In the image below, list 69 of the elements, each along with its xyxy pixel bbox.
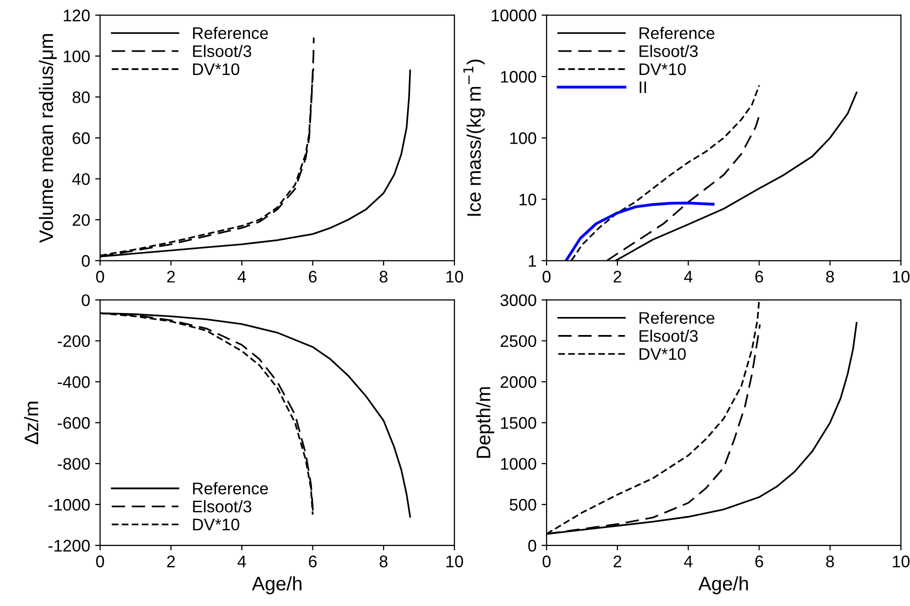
y-tick-label: 2000 <box>500 376 536 388</box>
x-tick-label: 2 <box>614 556 622 568</box>
y-tick-label: -800 <box>58 458 90 470</box>
x-tick-label: 10 <box>892 556 910 568</box>
legend-label: DV*10 <box>193 518 240 530</box>
legend-label: Reference <box>640 312 714 324</box>
y-tick-label: -1000 <box>48 498 90 511</box>
x-tick-label: 6 <box>308 270 317 283</box>
legend-label: Elsoot/3 <box>640 44 698 58</box>
x-tick-label: 2 <box>167 270 175 282</box>
y-tick-label: -400 <box>58 376 90 388</box>
y-tick-label: 10 <box>520 194 536 206</box>
y-tick-label: 100 <box>64 50 90 62</box>
y-tick-label: 0 <box>528 540 536 552</box>
x-tick-label: 2 <box>167 556 175 568</box>
x-axis-title: Age/h <box>252 576 302 594</box>
y-tick-label: 3000 <box>500 294 536 306</box>
y-tick-label: 2500 <box>500 335 536 348</box>
y-tick-label: 80 <box>72 91 90 104</box>
y-tick-label: 1000 <box>501 70 536 83</box>
x-tick-label: 10 <box>446 556 464 568</box>
x-tick-label: 6 <box>755 270 764 283</box>
x-tick-label: 2 <box>614 270 622 282</box>
legend-label: DV*10 <box>640 63 686 76</box>
x-tick-label: 0 <box>96 270 104 283</box>
y-tick-label: 0 <box>82 255 90 267</box>
y-axis-title: Ice mass/(kg m$^{−1}$) <box>463 60 485 216</box>
legend-label: Elsoot/3 <box>640 330 698 342</box>
legend-label: II <box>640 82 646 94</box>
y-axis-title: Depth/m <box>476 387 494 458</box>
x-tick-label: 8 <box>826 270 834 283</box>
x-tick-label: 6 <box>308 556 317 568</box>
legend-label: Reference <box>193 482 268 494</box>
x-tick-label: 4 <box>238 270 246 282</box>
legend-label: Reference <box>193 26 268 40</box>
y-axis-title: Δz/m <box>24 402 38 444</box>
legend-label: DV*10 <box>640 348 686 360</box>
y-tick-label: 60 <box>72 132 90 144</box>
legend-label: Elsoot/3 <box>193 44 252 58</box>
y-tick-label: 1 <box>528 255 536 267</box>
y-tick-label: -200 <box>58 335 90 348</box>
x-tick-label: 8 <box>826 556 834 568</box>
y-tick-label: 1000 <box>501 458 536 470</box>
y-axis-title: Volume mean radius/μm <box>38 34 57 243</box>
y-tick-label: -1200 <box>48 540 90 552</box>
y-tick-label: -600 <box>58 417 90 429</box>
legend-label: Elsoot/3 <box>193 500 252 512</box>
x-axis-title: Age/h <box>698 576 748 594</box>
x-tick-label: 4 <box>684 270 692 282</box>
legend-label: DV*10 <box>193 63 240 76</box>
x-tick-label: 0 <box>542 270 551 283</box>
legend-label: Reference <box>640 26 714 40</box>
x-tick-label: 0 <box>96 556 104 568</box>
x-tick-label: 0 <box>542 556 551 568</box>
x-tick-label: 4 <box>238 556 246 568</box>
y-tick-label: 40 <box>72 173 90 186</box>
x-tick-label: 10 <box>892 270 910 283</box>
x-tick-label: 8 <box>380 270 388 283</box>
y-tick-label: 1500 <box>501 417 536 429</box>
x-tick-label: 10 <box>446 270 464 283</box>
y-tick-label: 20 <box>72 214 90 226</box>
x-tick-label: 4 <box>684 556 692 568</box>
y-tick-label: 100 <box>510 132 536 144</box>
y-tick-label: 500 <box>510 498 536 511</box>
x-tick-label: 8 <box>380 556 388 568</box>
y-tick-label: 10000 <box>492 10 536 22</box>
y-tick-label: 0 <box>82 294 90 306</box>
y-tick-label: 120 <box>64 10 90 22</box>
x-tick-label: 6 <box>755 556 764 568</box>
